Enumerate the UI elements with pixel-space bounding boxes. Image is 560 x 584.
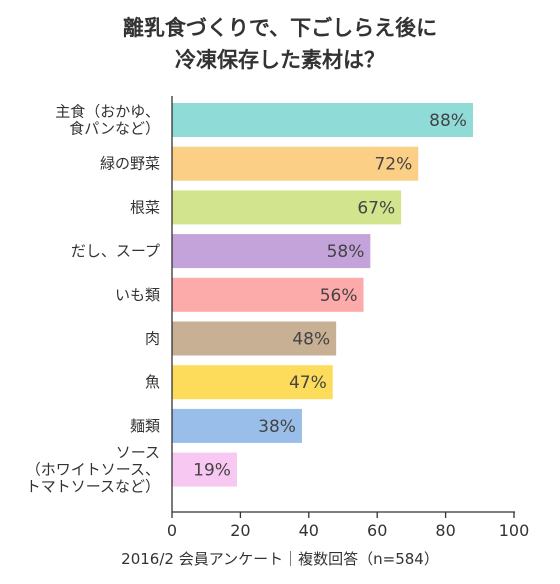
category-label-9-line-2: （ホワイトソース、 bbox=[26, 461, 160, 479]
bar-value-label-4: 58% bbox=[327, 242, 365, 262]
bar-1 bbox=[172, 103, 473, 137]
x-tick-label-60: 60 bbox=[367, 521, 387, 540]
bar-3 bbox=[172, 190, 402, 225]
x-tick-label-100: 100 bbox=[499, 521, 530, 540]
category-label-4: だし、スープ bbox=[71, 242, 160, 260]
category-label-9-line-1: ソース bbox=[116, 444, 160, 462]
bar-5 bbox=[172, 277, 364, 312]
bar-4 bbox=[172, 234, 371, 269]
category-label-5: いも類 bbox=[115, 286, 160, 304]
category-label-1-line-2: 食パンなど） bbox=[69, 120, 160, 138]
chart-title-line-2: 冷凍保存した素材は？ bbox=[175, 48, 385, 72]
bar-value-label-9: 19% bbox=[193, 461, 231, 481]
x-tick-label-40: 40 bbox=[299, 521, 319, 540]
bar-8 bbox=[172, 408, 302, 443]
bar-value-label-8: 38% bbox=[258, 417, 296, 437]
category-label-3: 根菜 bbox=[130, 198, 160, 216]
category-label-7: 魚 bbox=[145, 373, 160, 391]
x-tick-label-0: 0 bbox=[167, 521, 177, 540]
bar-value-label-6: 48% bbox=[292, 330, 330, 350]
bar-value-label-1: 88% bbox=[429, 111, 467, 131]
category-label-9-line-3: トマトソースなど） bbox=[26, 478, 160, 496]
category-label-2: 緑の野菜 bbox=[100, 155, 160, 173]
category-labels-layer: 主食（おかゆ、食パンなど） 緑の野菜根菜だし、スープいも類肉魚麺類ソース（ホワイト… bbox=[26, 103, 160, 496]
bar-value-label-3: 67% bbox=[357, 198, 395, 218]
category-label-6: 肉 bbox=[145, 330, 160, 348]
bar-6 bbox=[172, 321, 337, 356]
x-tick-label-20: 20 bbox=[230, 521, 250, 540]
x-tick-label-80: 80 bbox=[435, 521, 455, 540]
bar-9 bbox=[172, 452, 237, 487]
bar-2 bbox=[172, 146, 419, 181]
survey-source-note: 2016/2 会員アンケート｜複数回答（n=584） bbox=[121, 550, 439, 568]
bar-7 bbox=[172, 365, 333, 400]
x-axis: 0 20 40 60 80 100 bbox=[167, 96, 529, 540]
bar-value-label-7: 47% bbox=[289, 373, 327, 393]
bar-value-label-5: 56% bbox=[320, 286, 358, 306]
bar-value-label-2: 72% bbox=[374, 155, 412, 175]
category-label-1-line-1: 主食（おかゆ、 bbox=[55, 103, 160, 121]
bars-layer: 88% 72% 67% 58% 56% 48% 47% 38% 19% bbox=[172, 103, 473, 487]
category-label-8: 麺類 bbox=[130, 417, 160, 435]
chart-title-line-1: 離乳食づくりで、下ごしらえ後に bbox=[122, 16, 438, 40]
